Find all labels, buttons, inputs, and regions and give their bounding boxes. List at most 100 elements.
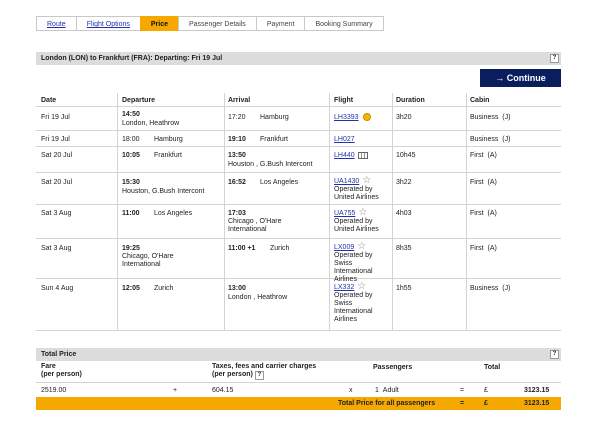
flight-duration: 1h55 xyxy=(396,285,412,292)
flight-date: Sat 3 Aug xyxy=(41,245,72,252)
arrival-time: 13:50 xyxy=(228,152,246,159)
flight-number-link[interactable]: UA755 xyxy=(334,210,356,217)
flight-number-link[interactable]: LX009 xyxy=(334,244,355,251)
divider xyxy=(36,382,561,383)
column-divider xyxy=(466,93,467,331)
flight-number-link[interactable]: LH027 xyxy=(334,136,355,143)
passenger-count: 1 Adult xyxy=(375,386,399,395)
departure-time: 18:00 xyxy=(122,136,140,143)
fare-value: 2519.00 xyxy=(41,387,67,394)
flight-date: Fri 19 Jul xyxy=(41,136,70,143)
departure-time: 14:50 xyxy=(122,111,140,118)
taxes-sub-label: (per person) xyxy=(212,371,253,378)
flight-number-cell: UA1430 ☆ xyxy=(334,175,372,187)
cabin-cell: Business (J) xyxy=(470,284,510,293)
star-alliance-icon: ☆ xyxy=(357,281,367,293)
departure-place: Los Angeles xyxy=(154,210,193,217)
flight-number-link[interactable]: LH3393 xyxy=(334,114,359,121)
total-price-header: Total Price ? xyxy=(36,348,561,361)
cabin-class: (A) xyxy=(487,245,497,252)
flight-number-cell: LH3393 xyxy=(334,113,371,122)
arrival-place-line2: International xyxy=(228,226,267,233)
arrival-place: Hamburg xyxy=(260,114,289,121)
help-icon[interactable]: ? xyxy=(254,371,264,380)
flight-number-link[interactable]: LH440 xyxy=(334,152,355,159)
arrival-place: London , Heathrow xyxy=(228,294,288,301)
breadcrumb-passenger-details: Passenger Details xyxy=(178,16,256,31)
flight-number-link[interactable]: UA1430 xyxy=(334,178,360,185)
grand-total-row: Total Price for all passengers = £ 3123.… xyxy=(36,397,561,410)
grand-currency-symbol: £ xyxy=(484,400,488,407)
breadcrumb-flight-options[interactable]: Flight Options xyxy=(75,16,140,31)
column-divider xyxy=(224,93,225,331)
star-alliance-icon: ☆ xyxy=(362,175,372,187)
header-duration: Duration xyxy=(396,97,425,104)
grand-total-value: 3123.15 xyxy=(524,400,550,407)
flight-date: Fri 19 Jul xyxy=(41,114,70,121)
column-divider xyxy=(392,93,393,331)
cabin-name: Business xyxy=(470,136,499,143)
flight-date: Sat 20 Jul xyxy=(41,152,73,159)
arrival-place: Houston , G.Bush Intercont xyxy=(228,161,313,168)
arrival-time: 11:00 +1 xyxy=(228,245,256,252)
passengers-header: Passengers xyxy=(373,364,413,371)
flight-number-cell: LX009 ☆ xyxy=(334,242,366,252)
table-row: Sat 3 Aug 11:00 Los Angeles 17:03 Chicag… xyxy=(36,205,561,239)
flight-number-cell: LH027 xyxy=(334,135,355,144)
departure-place: Zurich xyxy=(154,285,174,292)
arrival-place: Los Angeles xyxy=(260,179,299,186)
departure-time: 12:05 xyxy=(122,285,140,292)
header-departure: Departure xyxy=(122,97,156,104)
operated-by: Operated by Swiss International Airlines xyxy=(334,292,374,324)
currency-symbol: £ xyxy=(484,387,488,394)
taxes-value: 604.15 xyxy=(212,387,234,394)
grand-equals-sign: = xyxy=(460,400,465,407)
flight-duration: 4h03 xyxy=(396,210,412,217)
flight-date: Sat 20 Jul xyxy=(41,179,73,186)
arrival-time: 17:20 xyxy=(228,114,246,121)
operator-name: United Airlines xyxy=(334,194,379,201)
grand-total-label: Total Price for all passengers xyxy=(338,400,436,407)
operated-by-label: Operated by xyxy=(334,292,373,299)
arrival-place: Chicago , O'Hare International xyxy=(228,218,281,234)
flight-number-link[interactable]: LX332 xyxy=(334,284,355,291)
arrival-time: 13:00 xyxy=(228,285,246,292)
operated-by: Operated by United Airlines xyxy=(334,218,379,234)
column-divider xyxy=(329,93,330,331)
flight-date: Sun 4 Aug xyxy=(41,285,74,292)
flight-duration: 8h35 xyxy=(396,245,412,252)
departure-place: London, Heathrow xyxy=(122,120,180,127)
journey-header: London (LON) to Frankfurt (FRA): Departi… xyxy=(36,52,561,65)
departure-place: Hamburg xyxy=(154,136,183,143)
cabin-name: Business xyxy=(470,285,499,292)
cabin-name: First xyxy=(470,179,484,186)
help-icon[interactable]: ? xyxy=(550,54,559,63)
operator-name-cont: International Airlines xyxy=(334,268,373,283)
fare-sub-label: (per person) xyxy=(41,371,82,378)
arrival-place: Zurich xyxy=(270,245,290,252)
operator-name: United Airlines xyxy=(334,226,379,233)
cabin-cell: First (A) xyxy=(470,209,497,218)
departure-place: Chicago, O'Hare International xyxy=(122,253,174,269)
cabin-name: Business xyxy=(470,114,499,121)
continue-label: Continue xyxy=(506,73,546,83)
total-header: Total xyxy=(484,364,501,371)
continue-button[interactable]: → Continue xyxy=(480,69,561,87)
total-value: 3123.15 xyxy=(524,387,550,394)
breadcrumb-route[interactable]: Route xyxy=(36,16,76,31)
lufthansa-logo-icon xyxy=(362,113,371,122)
flight-number-cell: LH440 xyxy=(334,151,368,160)
departure-place-line1: Chicago, O'Hare xyxy=(122,253,174,260)
cabin-name: First xyxy=(470,245,484,252)
plus-sign: + xyxy=(173,387,178,394)
aircraft-info-icon[interactable] xyxy=(357,151,368,159)
flight-duration: 10h45 xyxy=(396,152,416,159)
arrow-right-icon: → xyxy=(495,73,505,83)
equals-sign: = xyxy=(460,387,465,394)
pax-type: Adult xyxy=(382,387,399,394)
help-icon[interactable]: ? xyxy=(550,350,559,359)
cabin-class: (A) xyxy=(487,152,497,159)
table-header-row: Date Departure Arrival Flight Duration C… xyxy=(36,93,561,107)
header-cabin: Cabin xyxy=(470,97,490,104)
cabin-cell: Business (J) xyxy=(470,113,510,122)
